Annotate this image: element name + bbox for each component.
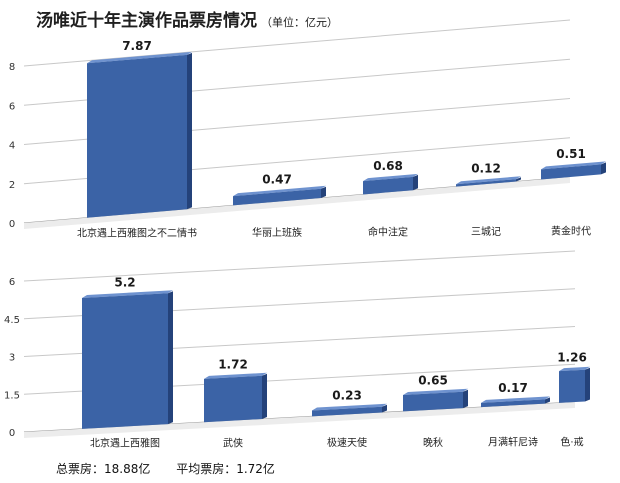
bar — [559, 369, 585, 403]
data-label: 5.2 — [114, 276, 135, 290]
bar-top — [233, 185, 326, 197]
y-tick-label: 6 — [9, 101, 15, 112]
plot-floor — [24, 402, 575, 438]
chart-title-text: 汤唯近十年主演作品票房情况 — [36, 11, 257, 31]
y-tick-label: 4.5 — [4, 315, 20, 326]
x-tick-label: 武侠 — [223, 436, 243, 449]
plot-floor — [24, 177, 570, 229]
bar — [82, 293, 168, 429]
bar-side — [321, 186, 326, 198]
bar-top — [403, 388, 468, 396]
x-tick-label: 月满轩尼诗 — [488, 436, 538, 449]
bar — [233, 188, 321, 206]
x-tick-label: 北京遇上西雅图 — [90, 437, 160, 450]
bar — [403, 391, 463, 412]
bar-side — [382, 404, 387, 413]
data-label: 0.12 — [471, 162, 501, 176]
x-tick-label: 三城记 — [471, 226, 501, 238]
bar-top — [87, 51, 192, 64]
bar — [456, 179, 516, 187]
summary-footer: 总票房：18.88亿 平均票房：1.72亿 — [56, 460, 275, 477]
total-box-office: 总票房：18.88亿 — [56, 462, 151, 476]
data-label: 0.65 — [418, 373, 448, 387]
data-label: 1.72 — [218, 357, 248, 371]
x-tick-label: 黄金时代 — [551, 225, 591, 238]
unit-label: （单位：亿元） — [261, 16, 338, 29]
bar — [312, 406, 382, 417]
bar-top — [456, 176, 521, 185]
y-tick-label: 3 — [9, 353, 15, 364]
bar-side — [463, 389, 468, 409]
y-tick-label: 1.5 — [4, 390, 20, 401]
bar-top — [363, 173, 418, 182]
data-label: 0.47 — [262, 172, 292, 186]
bar — [87, 54, 187, 218]
x-tick-label: 晚秋 — [423, 436, 443, 449]
y-tick-label: 0 — [9, 219, 15, 230]
bar — [481, 399, 545, 408]
bar-side — [545, 397, 550, 404]
y-tick-label: 8 — [9, 62, 15, 73]
bar-side — [516, 177, 521, 182]
bar-side — [168, 291, 173, 425]
bar-side — [601, 162, 606, 175]
bar-top — [312, 403, 387, 411]
bar-side — [585, 367, 590, 402]
bar — [204, 375, 262, 423]
data-label: 0.23 — [332, 389, 362, 403]
x-tick-label: 华丽上班族 — [252, 226, 302, 239]
bar — [363, 176, 413, 195]
x-tick-label: 命中注定 — [368, 225, 408, 238]
data-label: 0.17 — [498, 381, 528, 395]
y-tick-label: 0 — [9, 428, 15, 439]
bar-top — [204, 372, 267, 379]
bar — [541, 164, 601, 180]
chart-title: 汤唯近十年主演作品票房情况 （单位：亿元） — [36, 6, 338, 31]
x-tick-label: 极速天使 — [327, 436, 367, 449]
data-label: 0.68 — [373, 159, 403, 173]
y-tick-label: 4 — [9, 141, 15, 152]
bar-top — [541, 161, 606, 170]
x-tick-label: 色·戒 — [560, 436, 583, 449]
bar-top — [82, 290, 173, 298]
data-label: 7.87 — [122, 39, 152, 53]
data-label: 1.26 — [557, 350, 587, 364]
bar-top — [481, 396, 550, 403]
bar-top — [559, 366, 590, 372]
bar-side — [262, 373, 267, 420]
gridline — [23, 250, 576, 282]
y-tick-label: 6 — [9, 277, 15, 288]
data-label: 0.51 — [556, 147, 586, 161]
bar-side — [413, 174, 418, 191]
y-tick-label: 2 — [9, 180, 15, 191]
x-tick-label: 北京遇上西雅图之不二情书 — [77, 227, 197, 240]
average-box-office: 平均票房：1.72亿 — [176, 462, 275, 476]
bar-side — [187, 52, 192, 210]
